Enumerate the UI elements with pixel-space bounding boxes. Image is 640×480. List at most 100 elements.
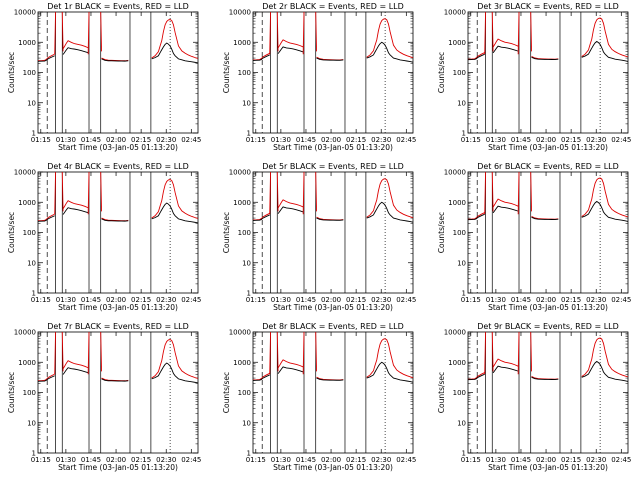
x-tick-label: 01:30 (271, 296, 291, 304)
x-tick-label: 02:30 (156, 456, 176, 464)
y-tick-label: 100 (23, 229, 36, 237)
panel-det-9r: Det 9r BLACK = Events, RED = LLD 1 10 100 10… (437, 322, 631, 472)
x-tick-label: 01:15 (246, 136, 266, 144)
panel-title: Det 1r BLACK = Events, RED = LLD (47, 2, 189, 11)
events-series-line (467, 40, 628, 62)
lld-series-line (252, 338, 414, 381)
y-axis-label: Counts/sec (222, 212, 231, 253)
x-axis-label: Start Time (03-Jan-05 01:13:20) (488, 303, 608, 312)
x-tick-label: 02:30 (586, 456, 606, 464)
lld-spike (269, 331, 279, 375)
y-axis-label: Counts/sec (222, 52, 231, 93)
x-tick-label: 01:45 (511, 136, 531, 144)
x-tick-label: 02:30 (156, 136, 176, 144)
lld-spike (269, 11, 279, 55)
panel-det-1r: Det 1r BLACK = Events, RED = LLD 1 10 100 10… (7, 2, 201, 152)
lld-spike (302, 171, 318, 215)
x-tick-label: 02:45 (396, 296, 416, 304)
y-tick-label: 10000 (444, 329, 466, 337)
y-tick-label: 10000 (444, 9, 466, 17)
lld-spike (302, 331, 318, 375)
x-tick-label: 02:00 (321, 456, 341, 464)
y-tick-label: 100 (453, 69, 466, 77)
y-tick-label: 1 (247, 130, 251, 138)
y-tick-label: 1 (32, 290, 36, 298)
y-tick-label: 100 (23, 69, 36, 77)
lld-series-line (252, 18, 414, 61)
panel-title: Det 2r BLACK = Events, RED = LLD (262, 2, 404, 11)
y-tick-label: 1000 (448, 359, 466, 367)
y-tick-label: 1 (247, 290, 251, 298)
panel-det-4r: Det 4r BLACK = Events, RED = LLD 1 10 100 10… (7, 162, 201, 312)
x-tick-label: 02:15 (561, 136, 581, 144)
panel-det-6r: Det 6r BLACK = Events, RED = LLD 1 10 100 10… (437, 162, 631, 312)
panel-title: Det 9r BLACK = Events, RED = LLD (477, 322, 619, 331)
x-tick-label: 01:15 (246, 296, 266, 304)
y-tick-label: 10 (27, 259, 36, 267)
y-tick-label: 10000 (229, 9, 251, 17)
events-series-line (252, 361, 413, 383)
y-tick-label: 1 (462, 450, 466, 458)
events-series-line (37, 202, 198, 224)
lld-spike (87, 331, 103, 375)
events-series-line (252, 41, 413, 63)
x-tick-label: 02:45 (181, 136, 201, 144)
x-tick-label: 01:30 (486, 296, 506, 304)
x-tick-label: 02:15 (131, 456, 151, 464)
y-tick-label: 10000 (14, 169, 36, 177)
x-axis-label: Start Time (03-Jan-05 01:13:20) (488, 463, 608, 472)
x-tick-label: 01:15 (31, 456, 51, 464)
y-tick-label: 1000 (233, 199, 251, 207)
x-tick-label: 01:15 (246, 456, 266, 464)
panel-det-7r: Det 7r BLACK = Events, RED = LLD 1 10 100 10… (7, 322, 201, 472)
lld-spike (302, 11, 318, 55)
x-tick-label: 01:15 (31, 296, 51, 304)
y-tick-label: 10 (242, 259, 251, 267)
x-tick-label: 02:00 (106, 456, 126, 464)
y-tick-label: 10 (242, 99, 251, 107)
y-tick-label: 10 (457, 99, 466, 107)
x-tick-label: 02:30 (156, 296, 176, 304)
x-tick-label: 01:30 (486, 136, 506, 144)
x-tick-label: 01:30 (56, 456, 76, 464)
y-tick-label: 1000 (18, 199, 36, 207)
events-series-line (252, 201, 413, 223)
lld-spike (484, 331, 494, 375)
panel-det-2r: Det 2r BLACK = Events, RED = LLD 1 10 100 10… (222, 2, 416, 152)
x-tick-label: 02:00 (106, 136, 126, 144)
x-axis-label: Start Time (03-Jan-05 01:13:20) (58, 303, 178, 312)
panel-det-8r: Det 8r BLACK = Events, RED = LLD 1 10 100 10… (222, 322, 416, 472)
x-tick-label: 01:45 (511, 456, 531, 464)
panel-title: Det 5r BLACK = Events, RED = LLD (262, 162, 404, 171)
y-tick-label: 100 (238, 389, 251, 397)
y-tick-label: 1 (462, 130, 466, 138)
lld-spike (54, 11, 64, 55)
x-tick-label: 02:45 (611, 136, 631, 144)
y-tick-label: 10 (457, 419, 466, 427)
y-tick-label: 100 (23, 389, 36, 397)
y-tick-label: 100 (453, 389, 466, 397)
x-tick-label: 01:45 (81, 136, 101, 144)
x-tick-label: 02:30 (371, 136, 391, 144)
lld-spike (54, 171, 64, 215)
x-axis-label: Start Time (03-Jan-05 01:13:20) (58, 143, 178, 152)
events-series-line (467, 200, 628, 222)
y-axis-label: Counts/sec (7, 52, 16, 93)
x-tick-label: 02:45 (396, 456, 416, 464)
y-tick-label: 1 (32, 130, 36, 138)
x-tick-label: 02:00 (321, 136, 341, 144)
lld-series-line (37, 19, 199, 62)
x-tick-label: 01:45 (296, 136, 316, 144)
panel-title: Det 7r BLACK = Events, RED = LLD (47, 322, 189, 331)
panel-title: Det 8r BLACK = Events, RED = LLD (262, 322, 404, 331)
x-tick-label: 02:15 (346, 296, 366, 304)
x-tick-label: 01:30 (271, 456, 291, 464)
x-axis-label: Start Time (03-Jan-05 01:13:20) (273, 143, 393, 152)
x-tick-label: 02:30 (586, 296, 606, 304)
x-tick-label: 02:15 (561, 296, 581, 304)
y-axis-label: Counts/sec (222, 372, 231, 413)
panel-grid: Det 1r BLACK = Events, RED = LLD11010010… (7, 2, 631, 472)
x-axis-label: Start Time (03-Jan-05 01:13:20) (58, 463, 178, 472)
lld-series-line (467, 337, 629, 380)
